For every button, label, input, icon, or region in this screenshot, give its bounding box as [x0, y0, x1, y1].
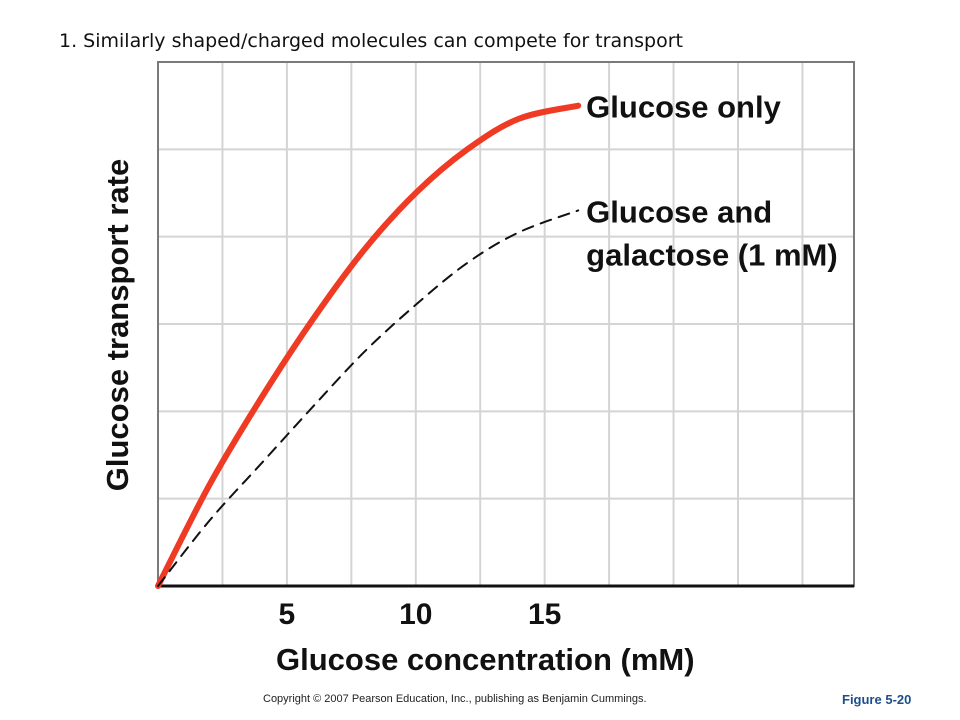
- x-tick-label: 15: [528, 598, 561, 631]
- series-label: Glucose only: [586, 90, 781, 125]
- series-label: Glucose and: [586, 194, 772, 229]
- x-tick-label: 10: [399, 598, 432, 631]
- series-line-glucose-and-galactose: [157, 209, 580, 587]
- x-tick-label: 5: [279, 598, 296, 631]
- y-axis-label: Glucose transport rate: [100, 158, 135, 492]
- series-line-glucose-only: [155, 102, 582, 589]
- chart-grid: [157, 61, 855, 588]
- copyright-notice: Copyright © 2007 Pearson Education, Inc.…: [263, 693, 647, 705]
- chart-series: [155, 102, 582, 589]
- x-axis-label: Glucose concentration (mM): [276, 642, 695, 677]
- slide-title: 1. Similarly shaped/charged molecules ca…: [59, 30, 683, 52]
- chart-series-labels: Glucose only Glucose and galactose (1 mM): [586, 90, 838, 273]
- chart-x-ticks: 5 10 15: [279, 598, 562, 631]
- series-label: galactose (1 mM): [586, 237, 838, 272]
- figure-label: Figure 5-20: [842, 692, 912, 707]
